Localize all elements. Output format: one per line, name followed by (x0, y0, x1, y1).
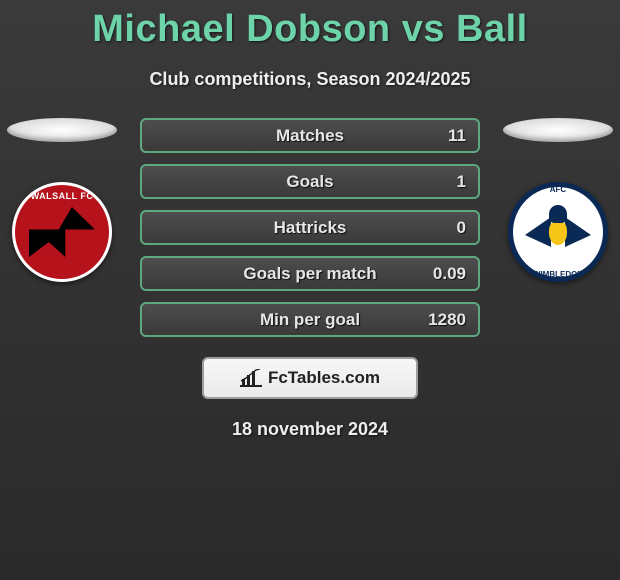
left-player-column (2, 118, 122, 282)
stat-row-hattricks: Hattricks 0 (140, 210, 480, 245)
bar-chart-icon (240, 369, 262, 387)
stat-value: 0.09 (433, 264, 466, 284)
stat-value: 1280 (428, 310, 466, 330)
right-player-column (498, 118, 618, 282)
comparison-panel: Matches 11 Goals 1 Hattricks 0 Goals per… (0, 118, 620, 337)
stat-value: 0 (457, 218, 466, 238)
stat-value: 1 (457, 172, 466, 192)
stat-label: Goals (286, 172, 333, 192)
stat-value: 11 (448, 126, 466, 146)
stat-row-goals-per-match: Goals per match 0.09 (140, 256, 480, 291)
footer-date: 18 november 2024 (0, 419, 620, 440)
left-team-crest (12, 182, 112, 282)
stat-label: Min per goal (260, 310, 360, 330)
right-team-crest (508, 182, 608, 282)
wimbledon-eagle-icon (527, 205, 589, 255)
page-subtitle: Club competitions, Season 2024/2025 (0, 69, 620, 90)
stat-row-goals: Goals 1 (140, 164, 480, 199)
branding-text: FcTables.com (268, 368, 380, 388)
stat-label: Hattricks (274, 218, 347, 238)
stat-label: Goals per match (243, 264, 376, 284)
stat-row-min-per-goal: Min per goal 1280 (140, 302, 480, 337)
stats-bars: Matches 11 Goals 1 Hattricks 0 Goals per… (140, 118, 480, 337)
page-title: Michael Dobson vs Ball (0, 0, 620, 51)
branding-box: FcTables.com (202, 357, 418, 399)
right-player-shadow (503, 118, 613, 142)
left-player-shadow (7, 118, 117, 142)
walsall-bird-icon (29, 207, 95, 257)
stat-row-matches: Matches 11 (140, 118, 480, 153)
stat-label: Matches (276, 126, 344, 146)
